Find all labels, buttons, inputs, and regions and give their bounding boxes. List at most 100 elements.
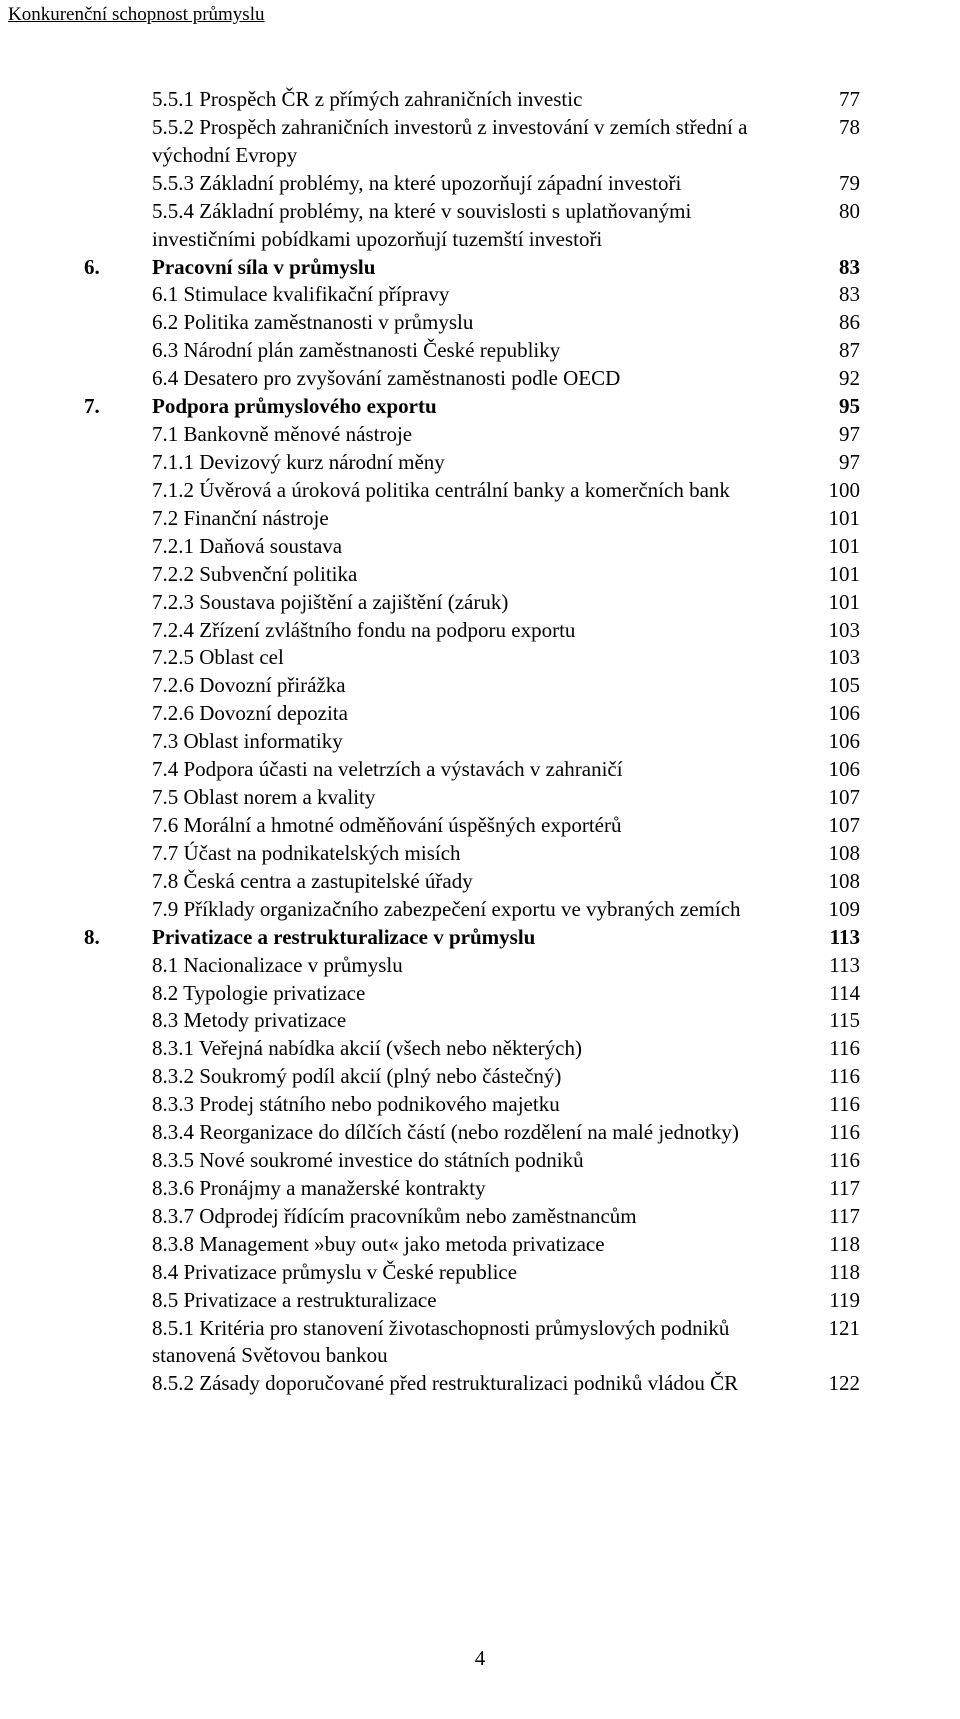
toc-entry-label: 7.1.1 Devizový kurz národní měny — [152, 449, 812, 477]
toc-entry-page: 100 — [812, 477, 860, 505]
toc-entry-label: 7.7 Účast na podnikatelských misích — [152, 840, 812, 868]
toc-entry-label: 7.4 Podpora účasti na veletrzích a výsta… — [152, 756, 812, 784]
toc-entry-page: 101 — [812, 589, 860, 617]
toc-entry-page: 77 — [812, 86, 860, 114]
toc-entry-page: 118 — [812, 1259, 860, 1287]
toc-entry-label: 8.5.1 Kritéria pro stanovení životaschop… — [152, 1315, 812, 1371]
toc-entry-label: 8.3.4 Reorganizace do dílčích částí (neb… — [152, 1119, 812, 1147]
toc-entry-page: 113 — [812, 924, 860, 952]
toc-entry-label: 7.5 Oblast norem a kvality — [152, 784, 812, 812]
toc-entry-page: 106 — [812, 728, 860, 756]
toc-entry-page: 101 — [812, 505, 860, 533]
toc-entry-page: 116 — [812, 1035, 860, 1063]
toc-row: 7.2.6 Dovozní depozita106 — [84, 700, 860, 728]
toc-entry-page: 92 — [812, 365, 860, 393]
toc-row: 8.3.7 Odprodej řídícím pracovníkům nebo … — [84, 1203, 860, 1231]
toc-entry-label: 5.5.1 Prospěch ČR z přímých zahraničních… — [152, 86, 812, 114]
toc-entry-label: Pracovní síla v průmyslu — [152, 254, 812, 282]
toc-row: 7.2.2 Subvenční politika101 — [84, 561, 860, 589]
toc-entry-label: 8.3.3 Prodej státního nebo podnikového m… — [152, 1091, 812, 1119]
toc-entry-page: 105 — [812, 672, 860, 700]
toc-row: 6.2 Politika zaměstnanosti v průmyslu86 — [84, 309, 860, 337]
toc-entry-label: 7.1.2 Úvěrová a úroková politika centrál… — [152, 477, 812, 505]
toc-entry-label: 8.5 Privatizace a restrukturalizace — [152, 1287, 812, 1315]
toc-entry-label: 8.4 Privatizace průmyslu v České republi… — [152, 1259, 812, 1287]
toc-chapter-number: 7. — [84, 393, 152, 421]
toc-row: 8.3.4 Reorganizace do dílčích částí (neb… — [84, 1119, 860, 1147]
toc-entry-label: 7.2.3 Soustava pojištění a zajištění (zá… — [152, 589, 812, 617]
toc-row: 8.3 Metody privatizace115 — [84, 1007, 860, 1035]
toc-chapter-number: 6. — [84, 254, 152, 282]
toc-list: 5.5.1 Prospěch ČR z přímých zahraničních… — [84, 86, 860, 1398]
toc-entry-label: 7.2.2 Subvenční politika — [152, 561, 812, 589]
toc-entry-label: Privatizace a restrukturalizace v průmys… — [152, 924, 812, 952]
toc-entry-label: 7.2.5 Oblast cel — [152, 644, 812, 672]
toc-entry-page: 116 — [812, 1147, 860, 1175]
toc-entry-label: 8.3.6 Pronájmy a manažerské kontrakty — [152, 1175, 812, 1203]
toc-entry-label: 8.3.5 Nové soukromé investice do státníc… — [152, 1147, 812, 1175]
toc-entry-label: 8.3.1 Veřejná nabídka akcií (všech nebo … — [152, 1035, 812, 1063]
toc-entry-label: 7.2.1 Daňová soustava — [152, 533, 812, 561]
toc-row: 8.5.1 Kritéria pro stanovení životaschop… — [84, 1315, 860, 1371]
toc-row: 7.Podpora průmyslového exportu95 — [84, 393, 860, 421]
toc-row: 5.5.1 Prospěch ČR z přímých zahraničních… — [84, 86, 860, 114]
toc-entry-label: 8.2 Typologie privatizace — [152, 980, 812, 1008]
toc-entry-label: 6.1 Stimulace kvalifikační přípravy — [152, 281, 812, 309]
toc-entry-label: 8.3.2 Soukromý podíl akcií (plný nebo čá… — [152, 1063, 812, 1091]
toc-row: 7.2.5 Oblast cel103 — [84, 644, 860, 672]
toc-entry-page: 119 — [812, 1287, 860, 1315]
toc-entry-label: 7.2.4 Zřízení zvláštního fondu na podpor… — [152, 617, 812, 645]
toc-row: 7.1.2 Úvěrová a úroková politika centrál… — [84, 477, 860, 505]
toc-entry-label: 8.3.7 Odprodej řídícím pracovníkům nebo … — [152, 1203, 812, 1231]
toc-entry-page: 83 — [812, 254, 860, 282]
toc-row: 7.6 Morální a hmotné odměňování úspěšnýc… — [84, 812, 860, 840]
toc-entry-page: 114 — [812, 980, 860, 1008]
toc-entry-page: 122 — [812, 1370, 860, 1398]
toc-row: 7.5 Oblast norem a kvality107 — [84, 784, 860, 812]
toc-row: 8.Privatizace a restrukturalizace v prům… — [84, 924, 860, 952]
toc-entry-page: 80 — [812, 198, 860, 226]
toc-entry-page: 108 — [812, 868, 860, 896]
toc-row: 6.4 Desatero pro zvyšování zaměstnanosti… — [84, 365, 860, 393]
toc-entry-page: 113 — [812, 952, 860, 980]
toc-row: 6.1 Stimulace kvalifikační přípravy83 — [84, 281, 860, 309]
toc-row: 7.9 Příklady organizačního zabezpečení e… — [84, 896, 860, 924]
toc-entry-label: 7.8 Česká centra a zastupitelské úřady — [152, 868, 812, 896]
toc-row: 7.3 Oblast informatiky106 — [84, 728, 860, 756]
toc-entry-label: 5.5.4 Základní problémy, na které v souv… — [152, 198, 812, 254]
toc-entry-page: 87 — [812, 337, 860, 365]
toc-entry-label: Podpora průmyslového exportu — [152, 393, 812, 421]
toc-entry-page: 116 — [812, 1119, 860, 1147]
toc-entry-page: 117 — [812, 1175, 860, 1203]
toc-row: 8.3.1 Veřejná nabídka akcií (všech nebo … — [84, 1035, 860, 1063]
toc-entry-label: 7.3 Oblast informatiky — [152, 728, 812, 756]
toc-entry-page: 101 — [812, 533, 860, 561]
toc-entry-label: 7.9 Příklady organizačního zabezpečení e… — [152, 896, 812, 924]
toc-entry-page: 118 — [812, 1231, 860, 1259]
document-page: Konkurenční schopnost průmyslu 5.5.1 Pro… — [0, 0, 960, 1398]
toc-row: 7.2 Finanční nástroje101 — [84, 505, 860, 533]
toc-row: 7.4 Podpora účasti na veletrzích a výsta… — [84, 756, 860, 784]
toc-entry-page: 103 — [812, 644, 860, 672]
toc-entry-label: 7.2.6 Dovozní přirážka — [152, 672, 812, 700]
toc-row: 8.3.2 Soukromý podíl akcií (plný nebo čá… — [84, 1063, 860, 1091]
toc-row: 7.7 Účast na podnikatelských misích108 — [84, 840, 860, 868]
toc-chapter-number: 8. — [84, 924, 152, 952]
toc-row: 8.5.2 Zásady doporučované před restruktu… — [84, 1370, 860, 1398]
toc-entry-page: 86 — [812, 309, 860, 337]
toc-entry-page: 116 — [812, 1063, 860, 1091]
toc-entry-page: 101 — [812, 561, 860, 589]
toc-row: 8.3.3 Prodej státního nebo podnikového m… — [84, 1091, 860, 1119]
toc-entry-page: 107 — [812, 812, 860, 840]
toc-entry-page: 79 — [812, 170, 860, 198]
toc-row: 8.4 Privatizace průmyslu v České republi… — [84, 1259, 860, 1287]
toc-row: 5.5.3 Základní problémy, na které upozor… — [84, 170, 860, 198]
toc-entry-page: 106 — [812, 700, 860, 728]
toc-entry-label: 6.2 Politika zaměstnanosti v průmyslu — [152, 309, 812, 337]
toc-entry-label: 5.5.3 Základní problémy, na které upozor… — [152, 170, 812, 198]
toc-entry-page: 117 — [812, 1203, 860, 1231]
toc-entry-page: 95 — [812, 393, 860, 421]
running-head: Konkurenční schopnost průmyslu — [8, 4, 860, 26]
toc-row: 8.3.5 Nové soukromé investice do státníc… — [84, 1147, 860, 1175]
toc-entry-page: 115 — [812, 1007, 860, 1035]
